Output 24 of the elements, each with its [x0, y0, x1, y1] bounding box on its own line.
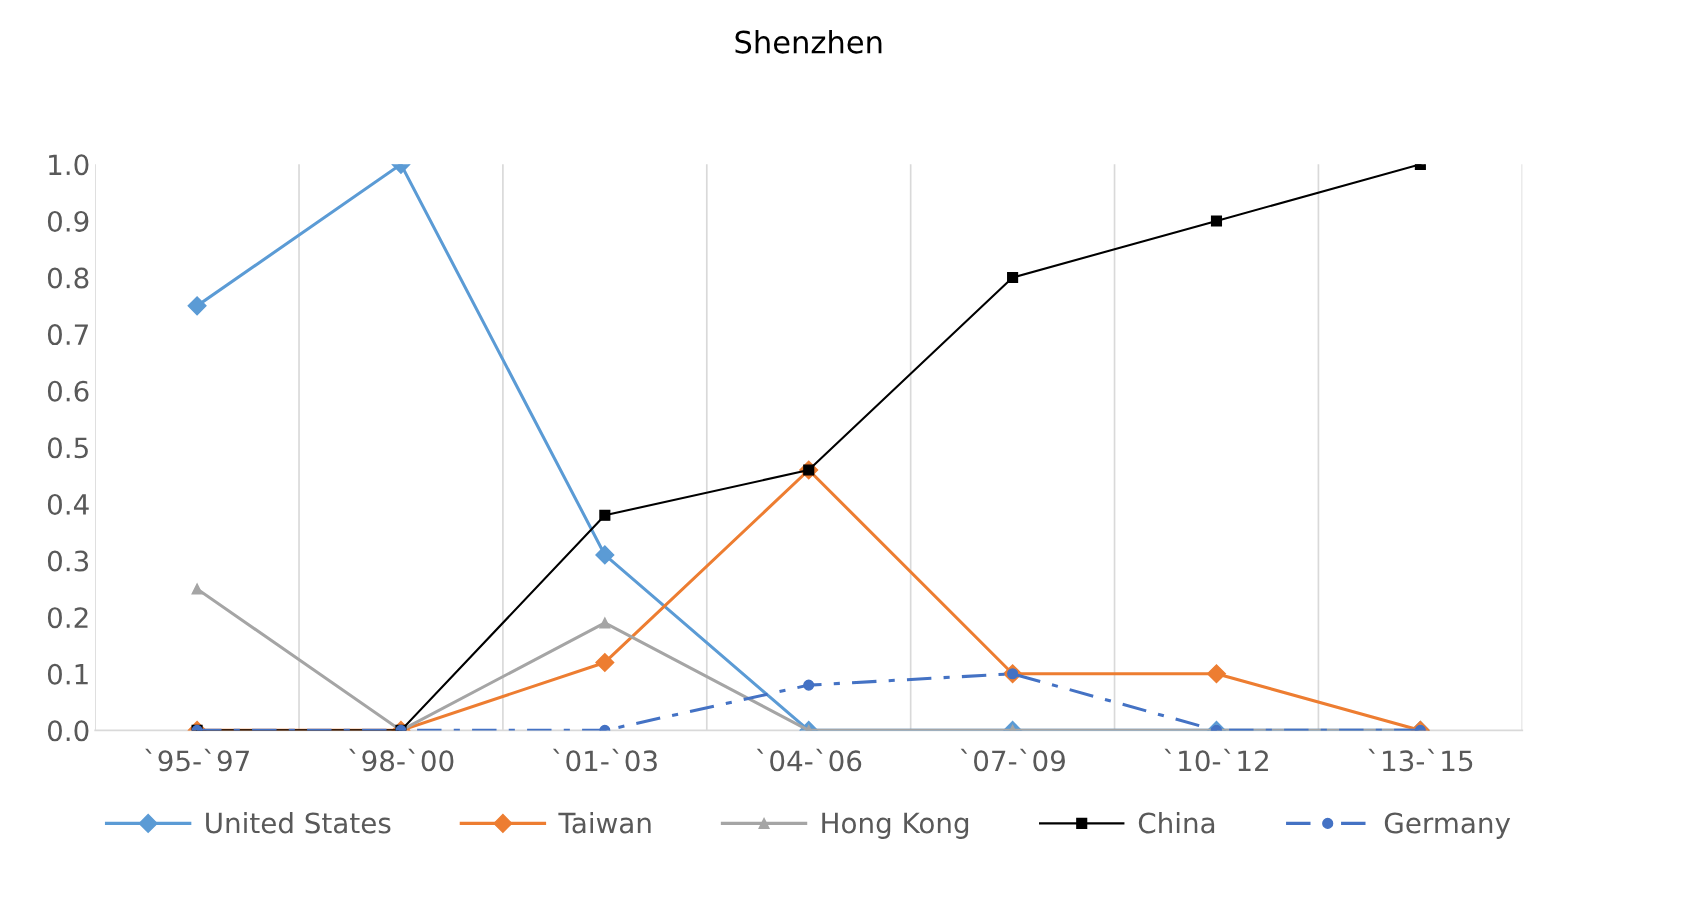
y-tick-label: 1.0 — [49, 154, 89, 176]
x-tick-label: `95-`97 — [145, 748, 249, 772]
x-tick-label: `01-`03 — [552, 748, 657, 772]
y-tick-label: 0.4 — [47, 493, 89, 515]
legend-label: Hong Kong — [822, 812, 969, 839]
y-tick-label: 0.1 — [47, 663, 88, 685]
legend-label: China — [1138, 812, 1215, 834]
legend-label: Germany — [1384, 812, 1511, 839]
x-tick-label: `13-`15 — [1368, 748, 1473, 772]
y-tick-label: 0.2 — [47, 607, 88, 629]
y-tick-label: 0.8 — [47, 267, 89, 289]
legend-label: Taiwan — [558, 812, 651, 834]
y-tick-label: 0.3 — [47, 550, 89, 572]
legend-label: United States — [206, 812, 391, 834]
y-tick-label: 0.0 — [47, 720, 89, 742]
y-tick-label: 0.7 — [47, 324, 88, 346]
x-tick-label: `07-`09 — [960, 748, 1065, 772]
x-tick-label: `04-`06 — [756, 748, 862, 772]
chart-title: Shenzhen — [735, 30, 882, 54]
y-tick-label: 0.9 — [47, 210, 89, 232]
x-tick-label: `98-`00 — [349, 748, 454, 772]
x-tick-label: `10-`12 — [1164, 748, 1268, 772]
y-tick-label: 0.5 — [47, 437, 88, 459]
y-tick-label: 0.6 — [47, 380, 89, 402]
